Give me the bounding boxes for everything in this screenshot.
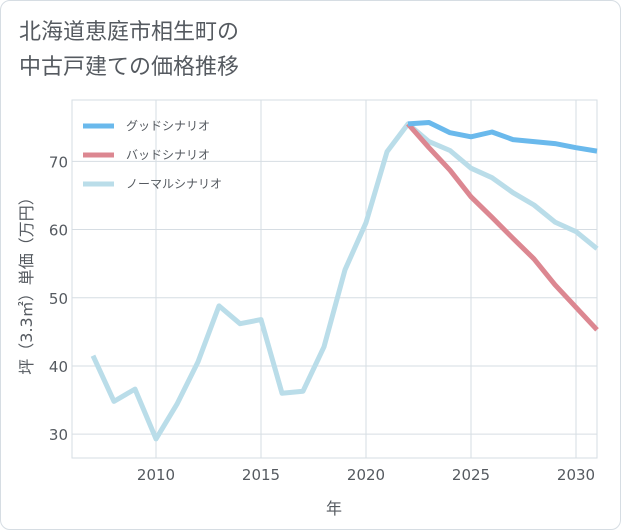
series-line-1	[406, 122, 599, 332]
series-line-2	[90, 121, 599, 442]
x-tick-label: 2010	[137, 466, 175, 484]
series-line-0	[407, 120, 598, 154]
grid-lines	[72, 100, 597, 458]
chart-title: 北海道恵庭市相生町の 中古戸建ての価格推移	[19, 20, 240, 80]
y-tick-label: 60	[49, 222, 68, 240]
legend-label: バッドシナリオ	[126, 148, 210, 162]
y-tick-labels: 30 40 50 60 70	[49, 153, 68, 444]
y-tick-label: 30	[49, 426, 68, 444]
x-tick-label: 2030	[557, 466, 595, 484]
y-tick-label: 40	[49, 358, 68, 376]
x-tick-label: 2020	[347, 466, 385, 484]
y-tick-label: 50	[49, 290, 68, 308]
series-lines	[90, 120, 599, 442]
x-tick-label: 2015	[242, 466, 280, 484]
y-axis-label: 坪（3.3㎡）単価（万円）	[17, 189, 36, 374]
x-tick-labels: 2010 2015 2020 2025 2030	[137, 466, 595, 484]
legend-label: グッドシナリオ	[126, 119, 210, 133]
plot-area	[71, 99, 598, 459]
legend-label: ノーマルシナリオ	[126, 177, 222, 191]
x-tick-label: 2025	[452, 466, 490, 484]
x-axis-label: 年	[326, 499, 342, 518]
y-tick-label: 70	[49, 153, 68, 171]
